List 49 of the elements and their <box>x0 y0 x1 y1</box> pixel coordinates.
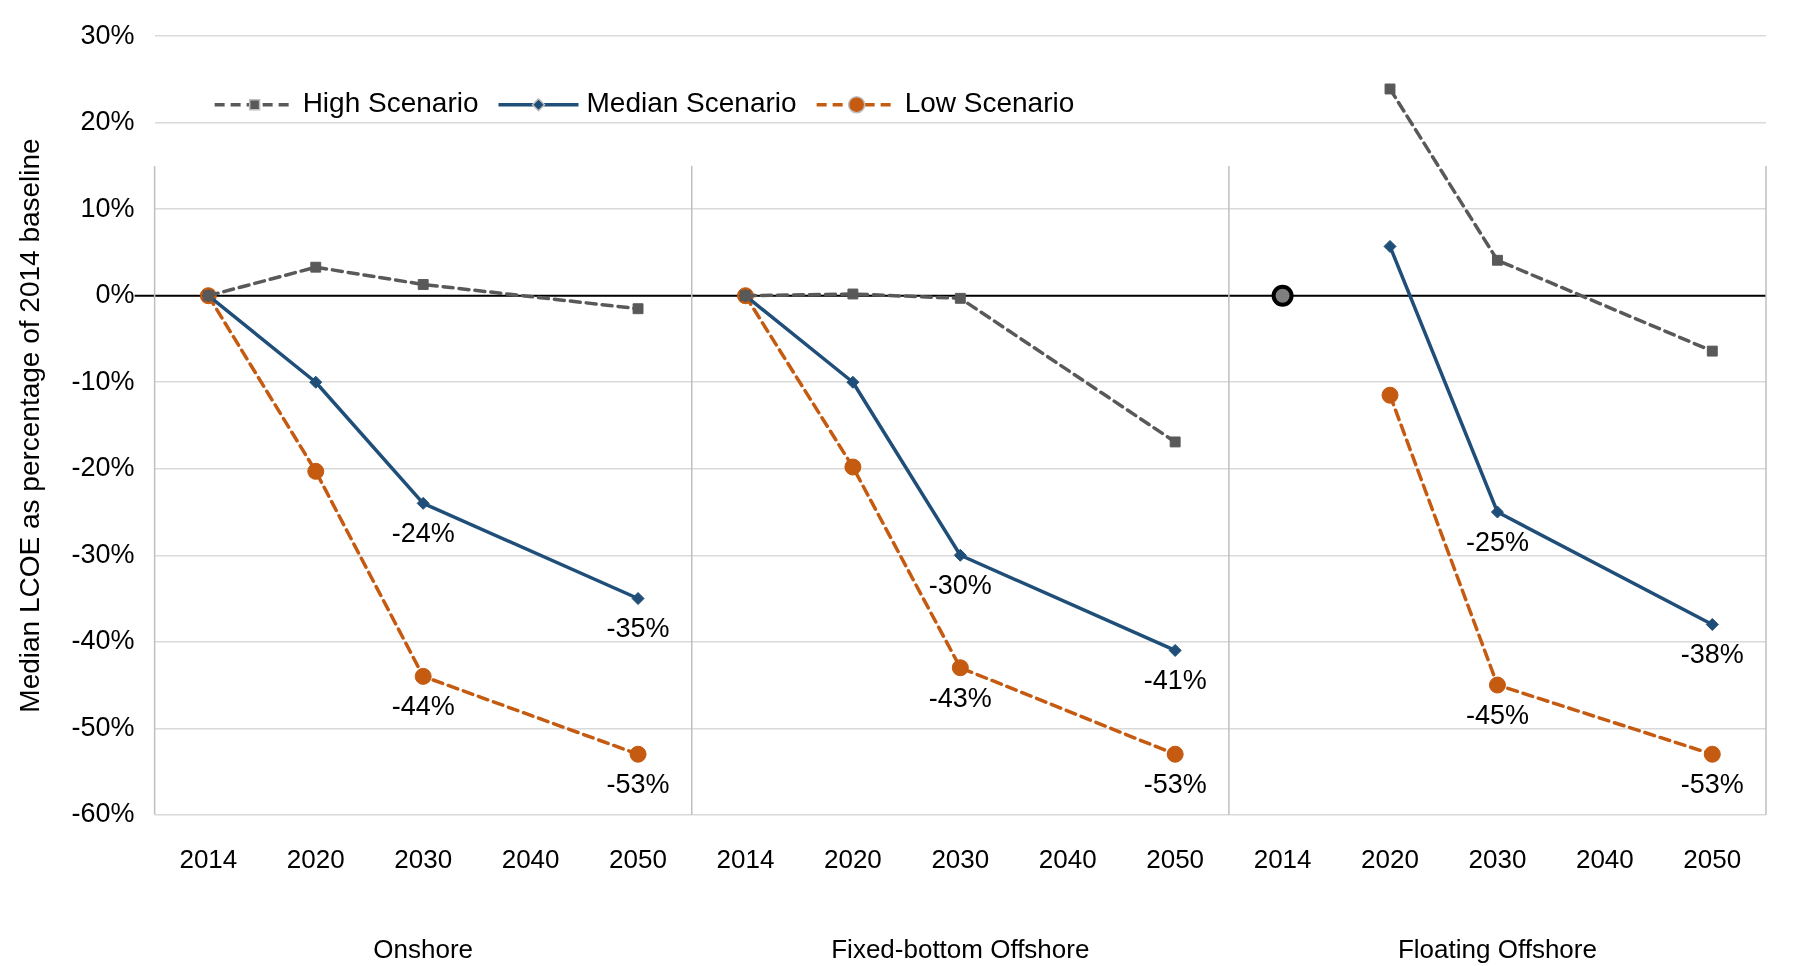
y-tick-label: -60% <box>71 798 135 829</box>
data-label: -30% <box>928 570 992 601</box>
data-label: -38% <box>1680 639 1744 670</box>
x-tick-label: 2050 <box>1146 843 1205 874</box>
x-tick-label: 2040 <box>1038 843 1097 874</box>
data-label: -35% <box>606 613 670 644</box>
y-tick-label: 10% <box>80 192 135 223</box>
x-tick-label: 2020 <box>286 843 345 874</box>
y-tick-label: -20% <box>71 452 135 483</box>
data-label: -43% <box>928 682 992 713</box>
data-label: -45% <box>1465 699 1529 730</box>
point <box>1706 345 1718 357</box>
y-tick-label: -30% <box>71 538 135 569</box>
data-label: -41% <box>1143 665 1207 696</box>
text: Floating Offshore <box>1397 934 1597 965</box>
text: Onshore <box>373 934 474 965</box>
legend-label: High Scenario <box>302 87 479 119</box>
y-tick-label: -40% <box>71 625 135 656</box>
text: Fixed-bottom Offshore <box>831 934 1090 965</box>
x-tick-label: 2050 <box>609 843 667 874</box>
x-tick-label: 2030 <box>1468 843 1527 874</box>
x-tick-label: 2040 <box>1575 843 1634 874</box>
x-tick-label: 2050 <box>1683 843 1742 874</box>
y-tick-label: 0% <box>95 279 135 310</box>
data-label: -24% <box>391 518 455 549</box>
y-tick-label: -10% <box>71 365 135 396</box>
x-tick-label: 2014 <box>1253 843 1312 874</box>
data-label: -53% <box>606 769 670 800</box>
point <box>1384 83 1396 95</box>
x-tick-label: 2040 <box>501 843 560 874</box>
data-label: -53% <box>1680 769 1744 800</box>
x-tick-label: 2020 <box>823 843 882 874</box>
data-label: -53% <box>1143 769 1207 800</box>
data-label: -44% <box>391 691 455 722</box>
x-tick-label: 2030 <box>394 843 453 874</box>
x-tick-label: 2014 <box>716 843 775 874</box>
y-tick-label: -50% <box>71 711 135 742</box>
x-tick-label: 2020 <box>1361 843 1419 874</box>
y-tick-label: 30% <box>80 19 135 50</box>
x-tick-label: 2030 <box>931 843 990 874</box>
x-tick-label: 2014 <box>179 843 238 874</box>
legend-label: Median Scenario <box>586 87 797 119</box>
legend-label: Low Scenario <box>904 87 1075 119</box>
data-label: -25% <box>1465 526 1529 557</box>
y-axis-title: Median LCOE as percentage of 2014 baseline <box>13 138 45 713</box>
point <box>1491 254 1503 266</box>
y-tick-label: 20% <box>80 106 135 137</box>
point <box>1383 239 1397 253</box>
point <box>1271 284 1294 307</box>
